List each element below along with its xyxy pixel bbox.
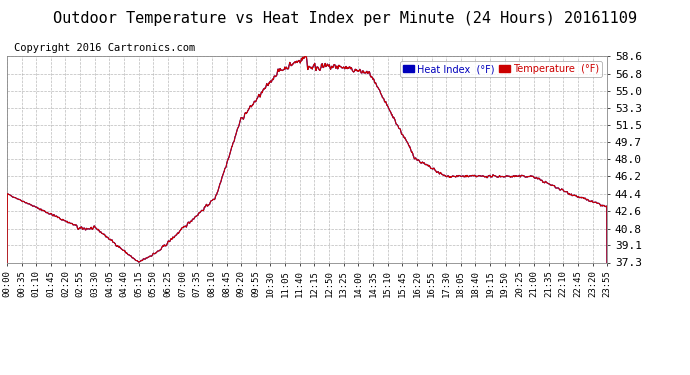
Legend: Heat Index  (°F), Temperature  (°F): Heat Index (°F), Temperature (°F) [400,61,602,77]
Text: Outdoor Temperature vs Heat Index per Minute (24 Hours) 20161109: Outdoor Temperature vs Heat Index per Mi… [53,11,637,26]
Text: Copyright 2016 Cartronics.com: Copyright 2016 Cartronics.com [14,43,195,53]
